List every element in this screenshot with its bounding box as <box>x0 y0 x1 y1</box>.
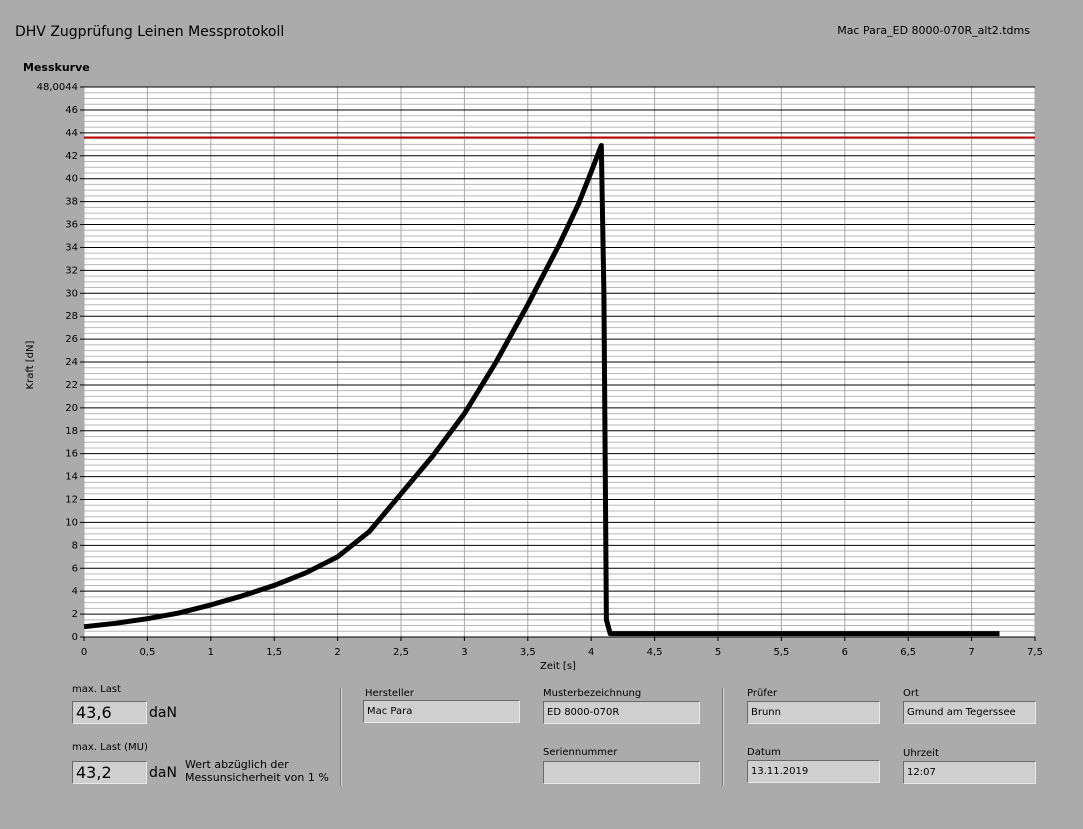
field-label: max. Last <box>72 684 121 695</box>
y-tick-label: 18 <box>65 426 78 437</box>
field-label: Datum <box>747 747 781 758</box>
field-label: Seriennummer <box>543 747 618 758</box>
y-tick-label: 36 <box>65 220 78 231</box>
x-tick-label: 4,5 <box>647 647 663 658</box>
separator <box>340 688 342 786</box>
field-value: 13.11.2019 <box>747 760 880 783</box>
data-line <box>83 143 1000 637</box>
y-tick-label: 20 <box>65 403 78 414</box>
y-tick-label: 40 <box>65 174 78 185</box>
y-tick-label: 4 <box>72 586 78 597</box>
y-tick-label: 12 <box>65 495 78 506</box>
y-tick-label: 26 <box>65 334 78 345</box>
y-tick-label: 28 <box>65 311 78 322</box>
y-tick-label: 44 <box>65 128 78 139</box>
y-tick-label: 6 <box>72 563 78 574</box>
y-tick-label: 22 <box>65 380 78 391</box>
unit: daN <box>149 705 177 721</box>
x-tick-label: 0 <box>81 647 87 658</box>
x-tick-label: 5 <box>715 647 721 658</box>
y-axis-label: Kraft [dN] <box>25 340 36 389</box>
field-label: Uhrzeit <box>903 748 939 759</box>
x-tick-label: 1 <box>208 647 214 658</box>
y-tick-label: 42 <box>65 151 78 162</box>
x-tick-label: 7 <box>968 647 974 658</box>
y-tick-label: 16 <box>65 449 78 460</box>
y-tick-label: 30 <box>65 288 78 299</box>
y-tick-label: 48,0044 <box>37 82 78 93</box>
x-tick-label: 4 <box>588 647 594 658</box>
y-tick-label: 14 <box>65 472 78 483</box>
x-tick-label: 5,5 <box>773 647 789 658</box>
x-tick-label: 3 <box>461 647 467 658</box>
x-axis-label: Zeit [s] <box>540 661 576 672</box>
field-label: Prüfer <box>747 688 778 699</box>
x-tick-label: 0,5 <box>139 647 155 658</box>
field-label: max. Last (MU) <box>72 742 148 753</box>
y-tick-label: 10 <box>65 517 78 528</box>
file-name: Mac Para_ED 8000-070R_alt2.tdms <box>837 24 1030 37</box>
y-tick-label: 2 <box>72 609 78 620</box>
x-tick-label: 3,5 <box>520 647 536 658</box>
x-tick-label: 2 <box>334 647 340 658</box>
note: Wert abzüglich der Messunsicherheit von … <box>185 758 329 784</box>
field-label: Ort <box>903 688 919 699</box>
y-tick-label: 38 <box>65 197 78 208</box>
chart-title: Messkurve <box>23 61 90 74</box>
field-value: Mac Para <box>363 700 520 723</box>
field-value: 12:07 <box>903 761 1036 784</box>
field-label: Musterbezeichnung <box>543 688 642 699</box>
y-tick-label: 34 <box>65 242 78 253</box>
page-title: DHV Zugprüfung Leinen Messprotokoll <box>15 24 284 40</box>
x-tick-label: 2,5 <box>393 647 409 658</box>
y-tick-label: 8 <box>72 540 78 551</box>
x-tick-label: 1,5 <box>266 647 282 658</box>
field-value: Gmund am Tegerssee <box>903 701 1036 724</box>
x-tick-label: 6,5 <box>900 647 916 658</box>
field-value: 43,6 <box>72 701 147 724</box>
field-value: Brunn <box>747 701 880 724</box>
field-value: 43,2 <box>72 761 147 784</box>
y-tick-label: 46 <box>65 105 78 116</box>
y-tick-label: 24 <box>65 357 78 368</box>
x-tick-label: 6 <box>842 647 848 658</box>
field-value <box>543 761 700 784</box>
chart: DHV Zugprüfung Leinen Messprotokoll Mac … <box>15 24 1043 672</box>
field-label: Hersteller <box>365 688 414 699</box>
y-tick-label: 32 <box>65 265 78 276</box>
separator <box>722 688 724 786</box>
y-tick-label: 0 <box>72 632 78 643</box>
x-tick-label: 7,5 <box>1027 647 1043 658</box>
unit: daN <box>149 765 177 781</box>
field-value: ED 8000-070R <box>543 701 700 724</box>
